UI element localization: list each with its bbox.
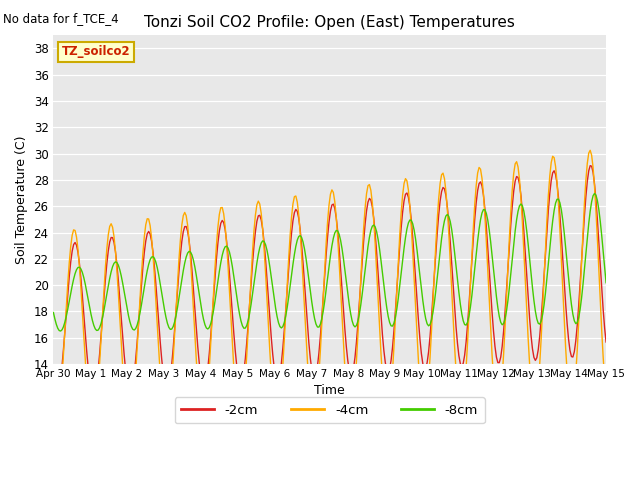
Y-axis label: Soil Temperature (C): Soil Temperature (C)	[15, 135, 28, 264]
Text: No data for f_TCE_4: No data for f_TCE_4	[3, 12, 119, 25]
Title: Tonzi Soil CO2 Profile: Open (East) Temperatures: Tonzi Soil CO2 Profile: Open (East) Temp…	[144, 15, 515, 30]
X-axis label: Time: Time	[314, 384, 345, 397]
Legend: -2cm, -4cm, -8cm: -2cm, -4cm, -8cm	[175, 397, 484, 423]
Text: TZ_soilco2: TZ_soilco2	[61, 45, 131, 58]
